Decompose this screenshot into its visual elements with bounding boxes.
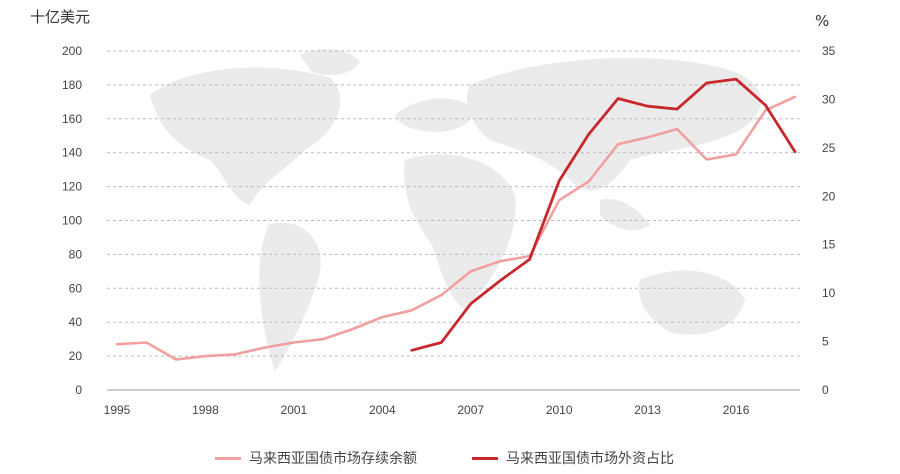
map-landmass-5 [466, 58, 762, 191]
legend-label-foreign-share: 马来西亚国债市场外资占比 [506, 451, 674, 467]
y-left-tick-label: 180 [62, 78, 82, 92]
y-left-tick-label: 100 [62, 214, 82, 228]
y-right-tick-label: 10 [822, 286, 836, 300]
world-map-watermark [150, 49, 762, 372]
y-left-tick-label: 80 [69, 247, 83, 261]
x-tick-label: 2013 [634, 403, 661, 417]
map-landmass-7 [638, 270, 745, 335]
legend: 马来西亚国债市场存续余额 马来西亚国债市场外资占比 [215, 448, 674, 468]
y-right-tick-label: 20 [822, 189, 836, 203]
y-right-tick-label: 35 [822, 44, 836, 58]
series-line-foreign-share [410, 77, 797, 352]
map-landmass-4 [404, 154, 516, 310]
x-tick-label: 2004 [369, 403, 396, 417]
y-right-tick-label: 15 [822, 238, 836, 252]
y-right-tick-label: 5 [822, 335, 829, 349]
y-left-tick-label: 120 [62, 180, 82, 194]
map-landmass-1 [300, 49, 360, 75]
left-axis-unit: 十亿美元 [30, 8, 91, 26]
legend-label-outstanding: 马来西亚国债市场存续余额 [249, 451, 417, 467]
y-left-tick-label: 140 [62, 146, 82, 160]
y-left-tick-label: 60 [69, 281, 83, 295]
y-left-tick-label: 160 [62, 112, 82, 126]
x-tick-label: 1998 [192, 403, 219, 417]
map-landmass-2 [259, 222, 321, 372]
y-left-tick-label: 0 [75, 383, 82, 397]
legend-swatch-outstanding [215, 456, 241, 460]
legend-item-foreign-share: 马来西亚国债市场外资占比 [472, 448, 674, 468]
x-tick-label: 2016 [723, 403, 750, 417]
x-tick-label: 2010 [546, 403, 573, 417]
y-left-tick-label: 20 [69, 349, 83, 363]
map-landmass-6 [600, 199, 650, 231]
right-axis-unit: % [815, 12, 830, 30]
map-landmass-3 [395, 98, 473, 132]
x-tick-label: 1995 [104, 403, 131, 417]
y-left-tick-label: 200 [62, 44, 82, 58]
legend-item-outstanding: 马来西亚国债市场存续余额 [215, 448, 417, 468]
legend-swatch-foreign-share [472, 456, 498, 460]
y-left-tick-label: 40 [69, 315, 83, 329]
map-landmass-0 [150, 67, 341, 205]
x-tick-label: 2001 [281, 403, 308, 417]
y-right-tick-label: 0 [822, 383, 829, 397]
series-line-outstanding [115, 95, 797, 361]
y-right-tick-label: 25 [822, 141, 836, 155]
y-right-tick-label: 30 [822, 92, 836, 106]
x-tick-label: 2007 [457, 403, 484, 417]
